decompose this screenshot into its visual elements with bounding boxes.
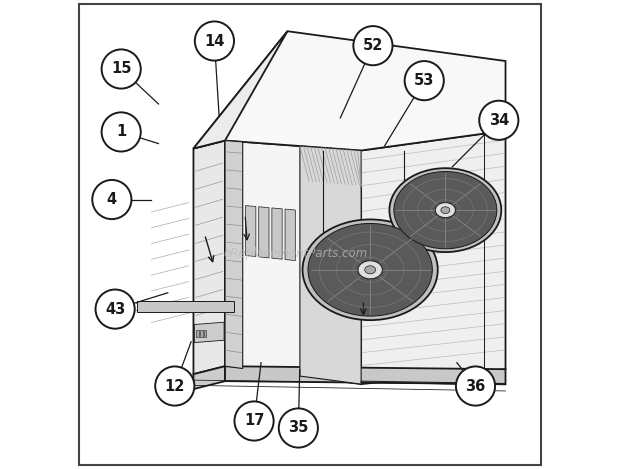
Ellipse shape [441,207,450,213]
Polygon shape [200,330,203,337]
Polygon shape [225,366,505,384]
Ellipse shape [308,223,432,316]
Polygon shape [259,207,269,258]
Text: 34: 34 [489,113,509,128]
Polygon shape [197,330,199,337]
Text: 14: 14 [204,33,224,48]
Polygon shape [138,302,234,311]
Polygon shape [193,366,225,389]
Text: 52: 52 [363,38,383,53]
Ellipse shape [435,203,456,218]
Circle shape [155,366,195,406]
Polygon shape [300,146,361,384]
Polygon shape [225,141,361,384]
Circle shape [405,61,444,100]
Circle shape [279,408,318,447]
Circle shape [479,101,518,140]
Polygon shape [272,208,282,259]
Text: 4: 4 [107,192,117,207]
Circle shape [456,366,495,406]
Polygon shape [225,141,242,369]
Text: 1: 1 [116,124,126,139]
Polygon shape [361,131,505,384]
Polygon shape [193,141,225,374]
Ellipse shape [358,261,383,279]
Polygon shape [204,330,206,337]
Text: 53: 53 [414,73,435,88]
Circle shape [234,401,273,440]
Ellipse shape [303,219,438,320]
Text: eReplacementParts.com: eReplacementParts.com [224,247,368,260]
Text: 35: 35 [288,421,309,436]
Circle shape [95,289,135,329]
Polygon shape [246,205,256,257]
Text: 12: 12 [164,378,185,393]
Text: 17: 17 [244,414,264,429]
Text: 15: 15 [111,61,131,76]
Text: 36: 36 [466,378,485,393]
Ellipse shape [389,168,502,252]
Polygon shape [193,31,288,149]
Circle shape [195,22,234,61]
Circle shape [92,180,131,219]
Polygon shape [100,300,112,313]
Circle shape [353,26,392,65]
Circle shape [102,49,141,89]
Text: 43: 43 [105,302,125,317]
Circle shape [102,113,141,151]
Ellipse shape [394,172,497,249]
Ellipse shape [365,266,376,274]
Polygon shape [195,322,224,342]
Polygon shape [193,31,505,151]
Polygon shape [285,209,295,261]
